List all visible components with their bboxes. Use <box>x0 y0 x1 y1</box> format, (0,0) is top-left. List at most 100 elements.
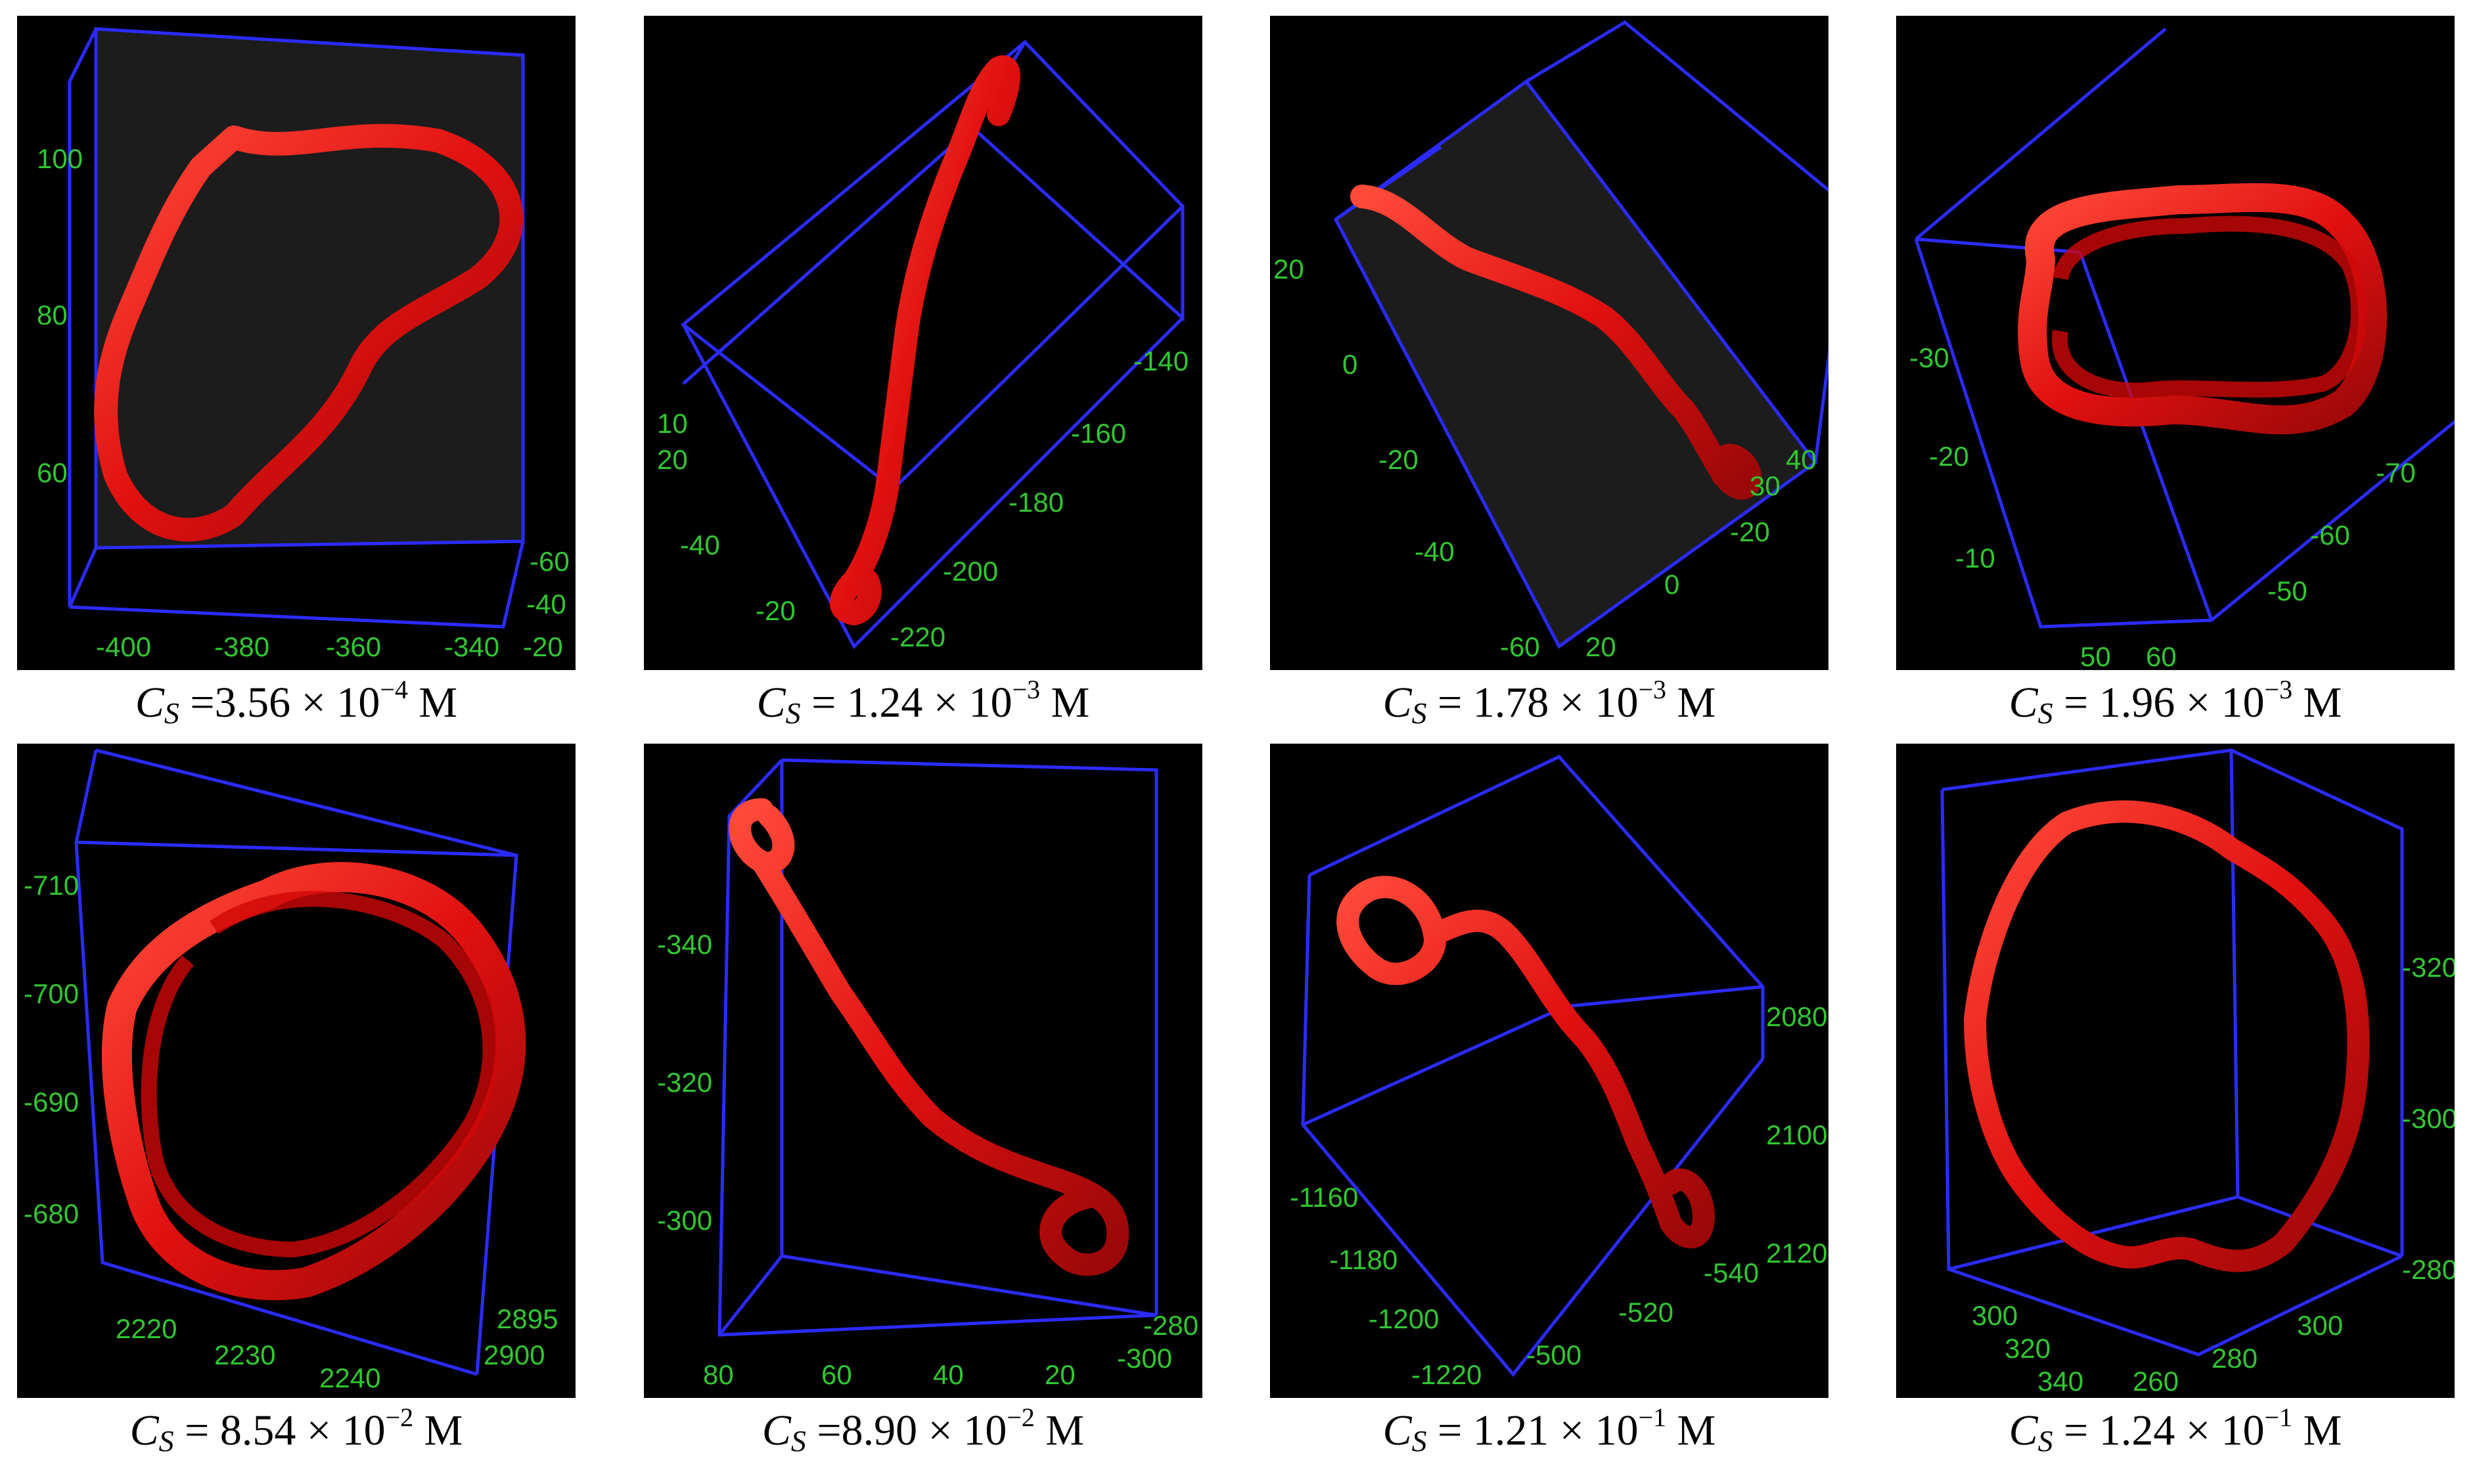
conformation-panel-8: 300 320 340 260 280 300 -320 -300 -280 <box>1896 744 2455 1398</box>
tick-label: -20 <box>523 631 563 662</box>
tick-label: -180 <box>1009 487 1064 518</box>
tick-label: 50 <box>2080 641 2111 670</box>
tick-label: -400 <box>96 631 151 662</box>
tick-label: 2230 <box>214 1339 275 1370</box>
tick-label: -20 <box>756 595 796 626</box>
tick-label: -300 <box>2402 1103 2455 1134</box>
tick-label: -500 <box>1526 1339 1581 1370</box>
tick-label: -710 <box>24 870 79 901</box>
panel-4-caption: CS = 1.96 × 10−3 M <box>2008 675 2342 730</box>
tick-label: -20 <box>1929 441 1969 472</box>
conformation-panel-4: -30 -20 -10 50 60 -50 -60 -70 <box>1896 16 2455 670</box>
tick-label: -160 <box>1071 418 1126 449</box>
bounding-box <box>1333 20 1828 649</box>
panel-1-caption: CS =3.56 × 10−4 M <box>135 675 458 730</box>
panel-2-caption: CS = 1.24 × 10−3 M <box>756 675 1090 730</box>
panel-8-caption: CS = 1.24 × 10−1 M <box>2008 1403 2342 1458</box>
tick-label: -50 <box>2267 575 2307 606</box>
tick-label: -60 <box>2310 520 2350 551</box>
tick-label: 40 <box>1786 444 1817 475</box>
tick-label: -280 <box>2402 1254 2455 1285</box>
tick-label: 300 <box>1972 1300 2018 1331</box>
panel-3-caption: CS = 1.78 × 10−3 M <box>1382 675 1716 730</box>
tick-label: 300 <box>2297 1310 2343 1341</box>
tick-label: -340 <box>444 631 499 662</box>
polymer-chain <box>2018 183 2387 435</box>
tick-label: -40 <box>680 529 720 560</box>
panel-6-caption: CS =8.90 × 10−2 M <box>761 1403 1085 1458</box>
tick-label: -1220 <box>1411 1359 1482 1390</box>
tick-label: -40 <box>1415 536 1455 567</box>
polymer-chain <box>101 862 526 1301</box>
tick-label: 340 <box>2037 1366 2083 1397</box>
tick-label: -60 <box>1500 631 1540 662</box>
tick-label: -320 <box>657 1067 712 1098</box>
panel-5-render: -710 -700 -690 -680 2220 2230 2240 2895 … <box>24 748 558 1393</box>
tick-label: -140 <box>1133 346 1189 376</box>
tick-label: -340 <box>657 929 712 960</box>
tick-label: -20 <box>1378 444 1418 475</box>
tick-label: -70 <box>2376 457 2416 488</box>
tick-label: -200 <box>943 556 998 587</box>
tick-label: 10 <box>657 408 688 439</box>
panel-7-render: -1160 -1180 -1200 -1220 -500 -520 -540 2… <box>1290 754 1827 1390</box>
polymer-chain <box>1336 876 1715 1249</box>
tick-label: -680 <box>24 1198 79 1229</box>
tick-label: 20 <box>1045 1359 1076 1390</box>
tick-label: 320 <box>2005 1333 2051 1364</box>
tick-label: -540 <box>1704 1257 1759 1288</box>
tick-label: 2220 <box>116 1313 177 1344</box>
tick-label: -20 <box>1730 516 1770 547</box>
tick-label: -300 <box>657 1205 712 1236</box>
panel-7-caption: CS = 1.21 × 10−1 M <box>1382 1403 1716 1458</box>
tick-label: 2080 <box>1766 1001 1827 1032</box>
tick-label: 0 <box>1342 349 1357 380</box>
conformation-panel-1: 100 80 60 -400 -380 -360 -340 -60 -40 -2… <box>17 16 576 670</box>
bounding-box <box>74 748 518 1376</box>
polymer-chain <box>94 124 524 542</box>
bounding-box <box>1940 748 2404 1357</box>
tick-label: 2100 <box>1766 1119 1827 1150</box>
conformation-panel-6: -340 -320 -300 80 60 40 20 -280 -300 <box>644 744 1202 1398</box>
tick-label: 2120 <box>1766 1238 1827 1269</box>
tick-label: -40 <box>526 589 566 619</box>
conformation-panel-2: 10 20 -40 -20 -140 -160 -180 -200 -220 <box>644 16 1202 670</box>
conformation-panel-3: 20 0 -20 -40 -60 20 0 -20 30 40 <box>1270 16 1828 670</box>
tick-label: 100 <box>37 143 83 174</box>
tick-label: -1160 <box>1290 1182 1358 1213</box>
tick-label: -380 <box>214 631 269 662</box>
tick-label: -30 <box>1909 342 1949 373</box>
panel-6-render: -340 -320 -300 80 60 40 20 -280 -300 <box>657 758 1198 1390</box>
tick-label: -10 <box>1955 543 1995 573</box>
tick-label: 20 <box>1273 254 1304 284</box>
bounding-box <box>1914 28 2455 629</box>
tick-label: -320 <box>2402 952 2455 983</box>
panel-3-render: 20 0 -20 -40 -60 20 0 -20 30 40 <box>1273 20 1828 662</box>
tick-label: -220 <box>890 621 945 652</box>
tick-label: 2240 <box>319 1362 380 1393</box>
tick-label: 80 <box>37 300 68 330</box>
tick-label: 40 <box>933 1359 964 1390</box>
tick-label: 60 <box>37 457 68 488</box>
panel-8-render: 300 320 340 260 280 300 -320 -300 -280 <box>1940 748 2455 1397</box>
bounding-box <box>1301 754 1765 1377</box>
polymer-chain <box>729 798 1129 1276</box>
bounding-box <box>68 27 525 629</box>
tick-label: 20 <box>1585 631 1616 662</box>
panel-1-render: 100 80 60 -400 -380 -360 -340 -60 -40 -2… <box>37 27 570 662</box>
tick-label: -60 <box>530 546 570 577</box>
tick-label: 60 <box>2146 641 2177 670</box>
panel-2-render: 10 20 -40 -20 -140 -160 -180 -200 -220 <box>657 39 1189 652</box>
tick-label: 0 <box>1664 569 1679 600</box>
tick-label: 30 <box>1750 470 1781 501</box>
tick-label: -280 <box>1143 1310 1198 1341</box>
panel-5-caption: CS = 8.54 × 10−2 M <box>129 1403 463 1458</box>
tick-label: 20 <box>657 444 688 475</box>
polymer-chain <box>1964 800 2370 1272</box>
bounding-box <box>681 39 1185 650</box>
tick-label: -520 <box>1618 1297 1673 1328</box>
tick-label: 60 <box>821 1359 852 1390</box>
polymer-chain <box>830 55 1020 625</box>
tick-label: 80 <box>703 1359 734 1390</box>
conformation-panel-7: -1160 -1180 -1200 -1220 -500 -520 -540 2… <box>1270 744 1828 1398</box>
